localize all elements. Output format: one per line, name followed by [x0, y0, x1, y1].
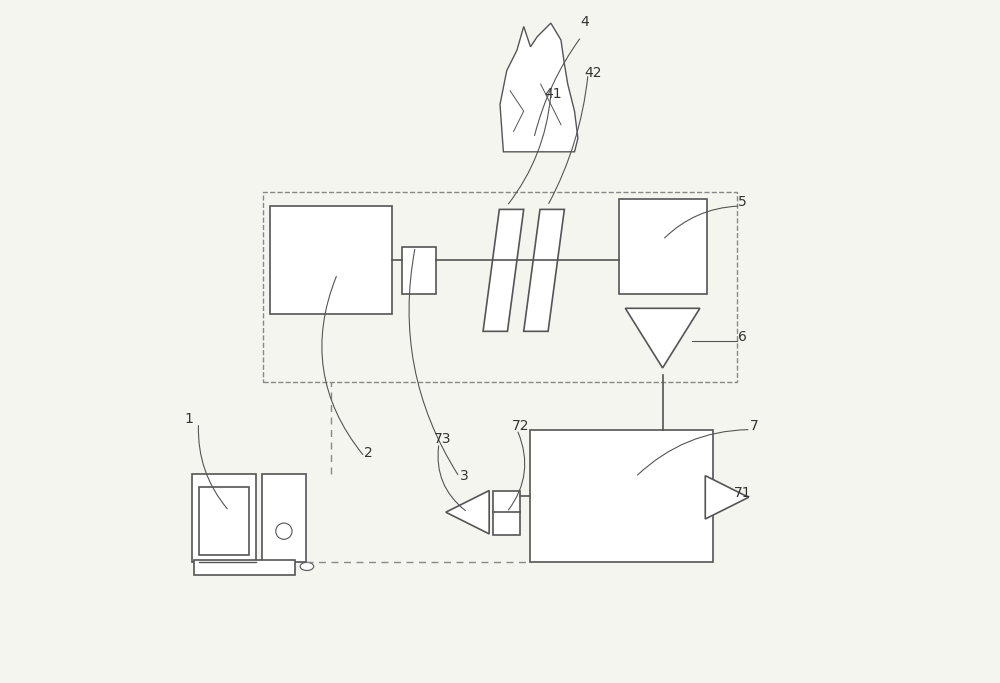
Text: 2: 2 [364, 446, 372, 460]
FancyBboxPatch shape [402, 247, 436, 294]
Text: 1: 1 [184, 412, 193, 426]
FancyBboxPatch shape [262, 473, 306, 561]
Ellipse shape [300, 562, 314, 570]
FancyBboxPatch shape [530, 430, 713, 561]
FancyBboxPatch shape [619, 199, 707, 294]
Polygon shape [705, 475, 749, 519]
Polygon shape [483, 210, 524, 331]
FancyBboxPatch shape [270, 206, 392, 314]
Polygon shape [446, 490, 489, 534]
Text: 5: 5 [738, 195, 747, 209]
Text: 3: 3 [460, 469, 468, 484]
Text: 6: 6 [738, 331, 747, 344]
FancyBboxPatch shape [192, 473, 256, 561]
Text: 71: 71 [734, 486, 751, 501]
Text: 7: 7 [750, 419, 758, 432]
FancyBboxPatch shape [199, 487, 249, 555]
Text: 72: 72 [512, 419, 529, 432]
PathPatch shape [500, 23, 578, 152]
Polygon shape [625, 308, 700, 368]
Text: 73: 73 [434, 432, 451, 446]
Text: 41: 41 [544, 87, 562, 100]
Text: 42: 42 [584, 66, 602, 81]
FancyBboxPatch shape [493, 490, 520, 535]
Text: 4: 4 [580, 16, 589, 29]
FancyBboxPatch shape [194, 560, 295, 575]
Polygon shape [524, 210, 564, 331]
